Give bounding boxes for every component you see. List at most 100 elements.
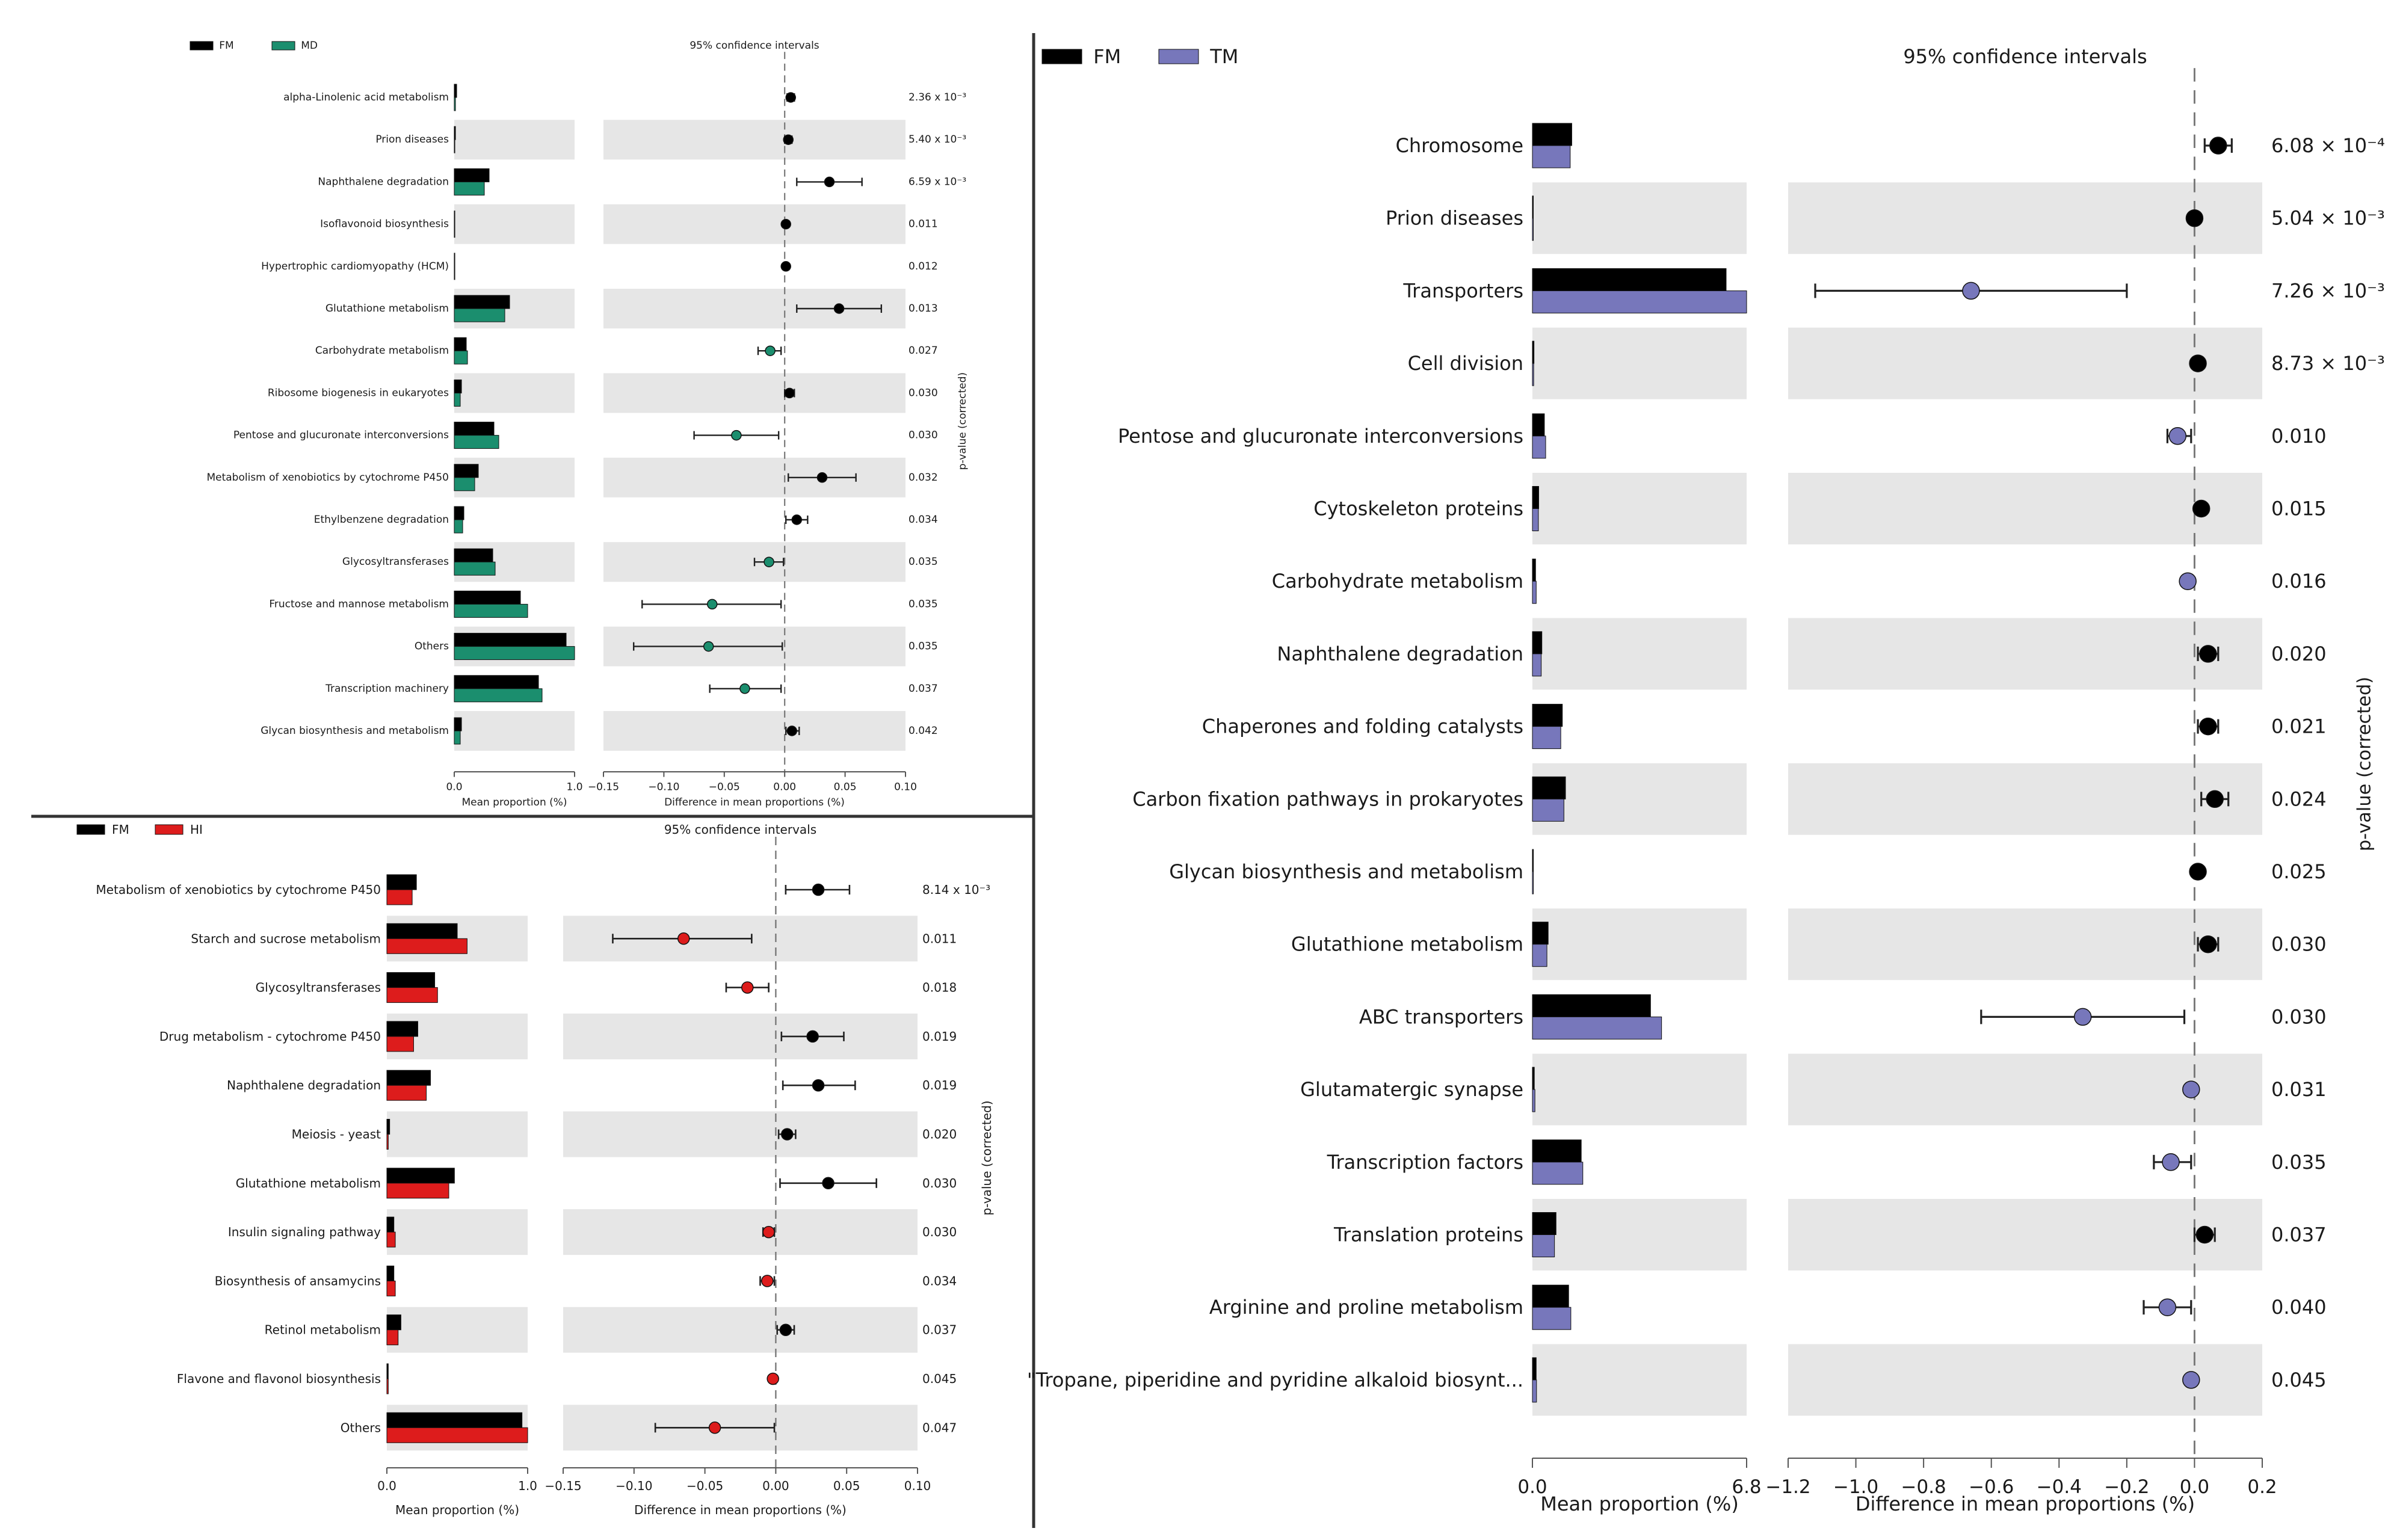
chart-a-diff-tick-label: −0.15 xyxy=(588,781,619,793)
chart-b-difference-point xyxy=(677,932,690,945)
chart-c-diff-tick-label: −0.8 xyxy=(1901,1476,1946,1498)
chart-a-difference-point xyxy=(780,218,791,230)
chart-c-p-value: 0.035 xyxy=(2271,1151,2327,1174)
chart-b-difference-point xyxy=(779,1323,792,1336)
chart-b-p-value: 0.037 xyxy=(922,1323,957,1337)
chart-c-bar-tm xyxy=(1532,653,1542,677)
chart-c-mean-tick-label: 6.8 xyxy=(1732,1476,1761,1498)
chart-a-bar-md xyxy=(454,308,505,322)
chart-a-bar-fm xyxy=(454,168,490,182)
chart-a-category-label: Transcription machinery xyxy=(325,683,449,695)
chart-b-bar-hi xyxy=(386,1378,389,1394)
chart-c-category-label: Arginine and proline metabolism xyxy=(1209,1296,1523,1319)
chart-b-p-value: 0.034 xyxy=(922,1274,957,1288)
chart-a-band-mean xyxy=(454,204,575,244)
chart-a-p-value: 0.012 xyxy=(909,260,938,273)
chart-c-bar-tm xyxy=(1532,218,1534,241)
chart-a-difference-point xyxy=(764,556,774,567)
chart-a-difference-point xyxy=(706,599,718,610)
chart-b-diff-tick-label: 0.00 xyxy=(762,1479,789,1493)
chart-c-category-label: Glutamatergic synapse xyxy=(1300,1078,1523,1101)
chart-a-difference-point xyxy=(780,261,791,272)
chart-a-legend-label-fm: FM xyxy=(219,40,233,52)
chart-a-category-label: Ethylbenzene degradation xyxy=(314,514,449,526)
chart-a-bar-fm xyxy=(454,126,456,140)
chart-c-diff-tick-label: −1.0 xyxy=(1833,1476,1878,1498)
chart-a-bar-fm xyxy=(454,379,462,393)
chart-c-difference-point xyxy=(2199,645,2217,663)
chart-a-category-label: Isoflavonoid biosynthesis xyxy=(320,218,449,230)
chart-b-category-label: Starch and sucrose metabolism xyxy=(191,931,381,946)
chart-c-bar-tm xyxy=(1532,1162,1584,1185)
chart-a-mean-tick-label: 1.0 xyxy=(566,781,582,793)
chart-b-mean-tick-label: 0.0 xyxy=(377,1479,396,1493)
chart-b-bar-fm xyxy=(386,1168,455,1184)
chart-a-p-value: 0.034 xyxy=(909,514,938,526)
chart-c-band-diff xyxy=(1788,327,2262,399)
chart-c-category-label: Glutathione metabolism xyxy=(1291,933,1523,956)
chart-b-bar-fm xyxy=(386,1119,390,1135)
chart-a-bar-fm xyxy=(454,590,521,605)
chart-c-bar-tm xyxy=(1532,871,1534,895)
chart-c-bar-tm xyxy=(1532,1307,1572,1330)
chart-b-bar-fm xyxy=(386,1265,395,1281)
chart-c-category-label: Carbon fixation pathways in prokaryotes xyxy=(1132,787,1523,810)
chart-b-p-value: 0.019 xyxy=(922,1029,957,1044)
chart-b-p-value: 0.030 xyxy=(922,1176,957,1190)
chart-c-pvalue-axis-label: p-value (corrected) xyxy=(2354,677,2375,851)
chart-b-difference-point xyxy=(822,1177,835,1190)
chart-a-bar-fm xyxy=(454,422,495,436)
chart-a-diff-tick-label: −0.10 xyxy=(648,781,679,793)
chart-c-band-mean xyxy=(1532,908,1747,981)
chart-a-p-value: 0.030 xyxy=(909,387,938,399)
chart-b-band-diff xyxy=(563,1013,918,1059)
chart-c-bar-fm xyxy=(1532,1357,1537,1381)
chart-a-band-diff xyxy=(603,120,905,160)
chart-a-band-diff xyxy=(603,204,905,244)
chart-a-bar-md xyxy=(454,392,461,407)
chart-c-band-mean xyxy=(1532,1199,1747,1270)
chart-b-diff-tick-label: 0.10 xyxy=(904,1479,931,1493)
chart-a-p-value: 0.035 xyxy=(909,598,938,610)
chart-a-bar-md xyxy=(454,139,455,153)
chart-a-bar-md xyxy=(454,646,575,661)
chart-b-diff-tick-label: −0.15 xyxy=(545,1479,581,1493)
chart-b-bar-fm xyxy=(386,1216,395,1233)
chart-c-bar-fm xyxy=(1532,994,1651,1017)
chart-a-band-diff xyxy=(603,373,905,413)
chart-c-category-label: "Tropane, piperidine and pyridine alkalo… xyxy=(1027,1369,1523,1391)
chart-a-bar-fm xyxy=(454,633,567,647)
chart-a-band-diff xyxy=(603,457,905,497)
chart-b-legend-label-hi: HI xyxy=(190,822,203,837)
chart-a-category-label: Prion diseases xyxy=(375,134,449,146)
chart-a-difference-point xyxy=(785,92,796,103)
chart-c-bar-fm xyxy=(1532,558,1536,582)
chart-c-mean-axis-label: Mean proportion (%) xyxy=(1540,1492,1739,1515)
chart-c-p-value: 5.04 × 10⁻³ xyxy=(2271,207,2385,230)
chart-b-category-label: Insulin signaling pathway xyxy=(228,1225,381,1239)
chart-c-p-value: 0.015 xyxy=(2271,497,2327,520)
chart-a-bar-md xyxy=(454,224,455,238)
chart-a-diff-tick-label: 0.05 xyxy=(834,781,857,793)
chart-c-bar-tm xyxy=(1532,726,1561,750)
chart-b-bar-hi xyxy=(386,1036,414,1052)
chart-a-bar-fm xyxy=(454,717,462,732)
chart-c-bar-tm xyxy=(1532,944,1547,967)
chart-c-difference-point xyxy=(2192,499,2210,518)
chart-c-diff-tick-label: 0.0 xyxy=(2180,1476,2209,1498)
chart-a-category-label: Hypertrophic cardiomyopathy (HCM) xyxy=(261,260,449,273)
chart-b-mean-axis-label: Mean proportion (%) xyxy=(395,1503,519,1517)
chart-b-bar-fm xyxy=(386,923,458,939)
chart-c-band-diff xyxy=(1788,763,2262,835)
chart-c-p-value: 0.016 xyxy=(2271,570,2327,593)
chart-a-diff-tick-label: 0.00 xyxy=(773,781,796,793)
chart-b-mean-tick-label: 1.0 xyxy=(518,1479,537,1493)
chart-b-bar-hi xyxy=(386,1085,427,1101)
chart-c-bar-tm xyxy=(1532,363,1534,386)
chart-a-bar-fm xyxy=(454,548,493,562)
chart-c-bar-fm xyxy=(1532,631,1543,654)
chart-c-difference-point xyxy=(2199,717,2217,736)
chart-c-p-value: 0.031 xyxy=(2271,1078,2327,1101)
chart-c-p-value: 6.08 × 10⁻⁴ xyxy=(2271,134,2385,157)
